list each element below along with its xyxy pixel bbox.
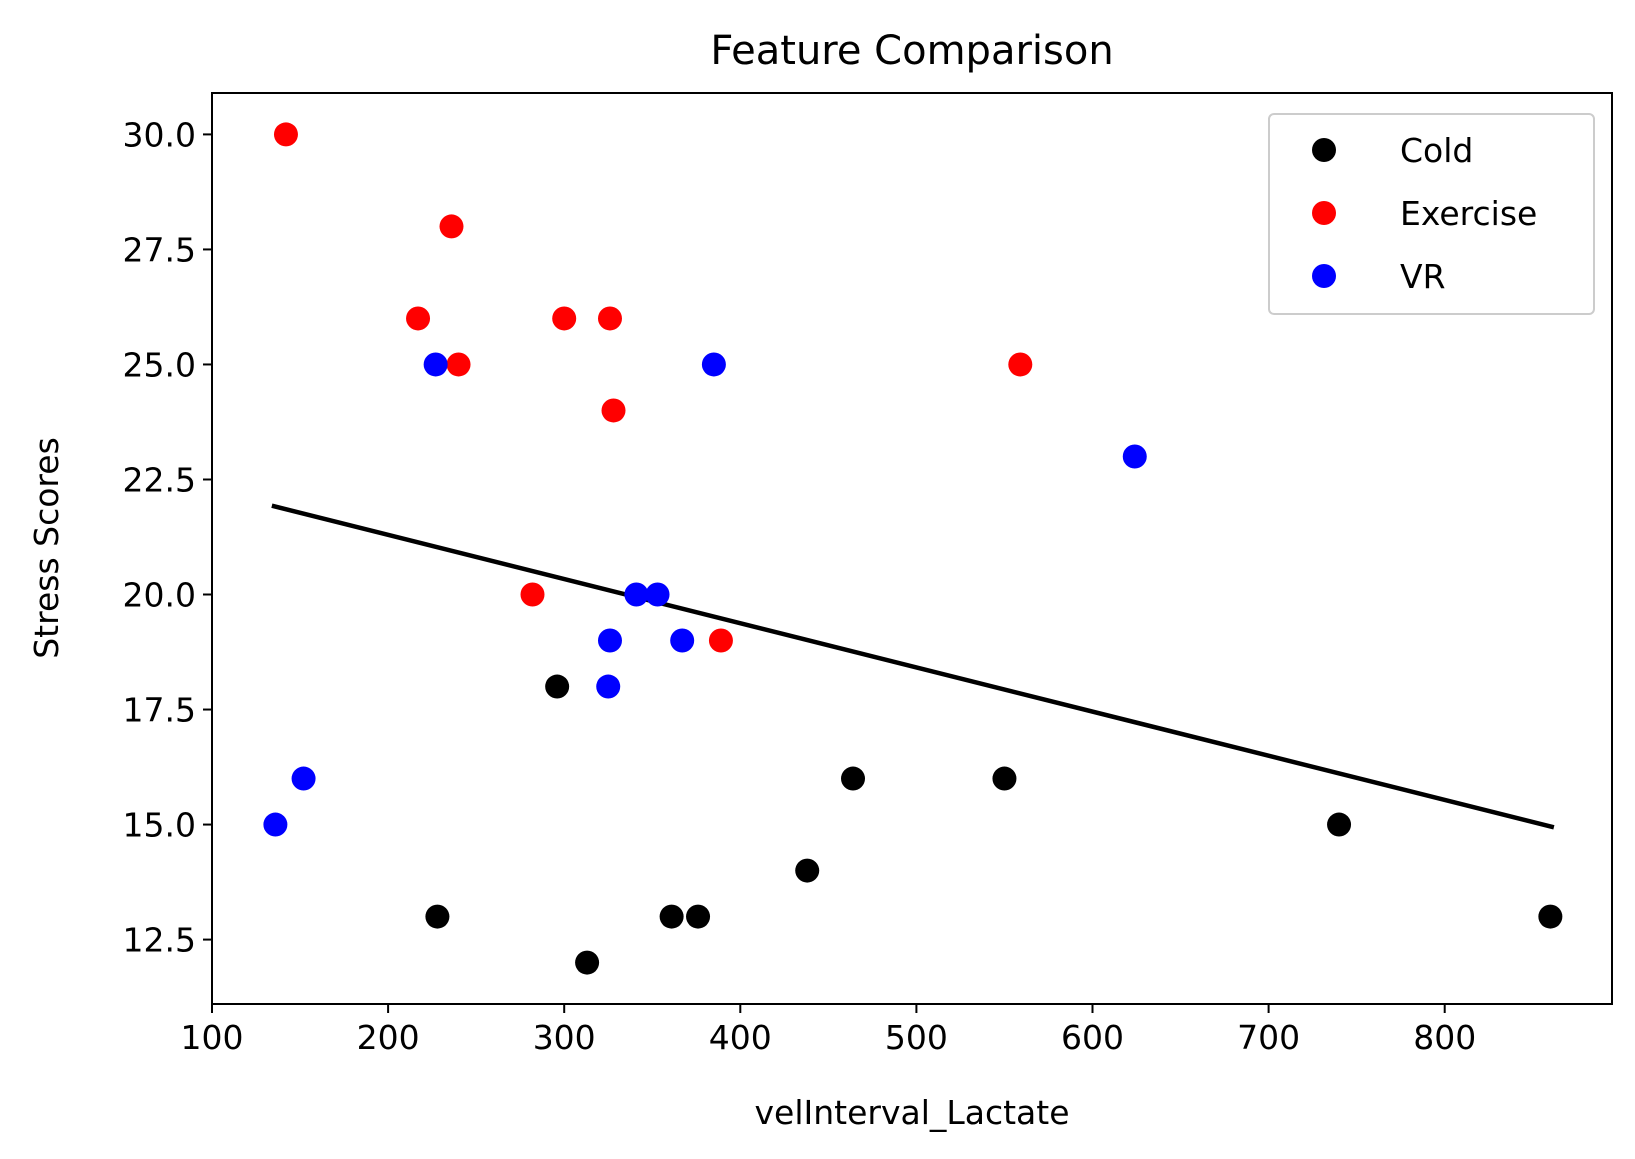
legend: Cold Exercise VR — [1268, 113, 1595, 315]
data-point-exercise — [446, 352, 471, 377]
legend-label-cold: Cold — [1400, 131, 1473, 170]
y-tick-label: 12.5 — [123, 921, 196, 960]
data-point-cold — [1327, 812, 1352, 837]
data-point-exercise — [552, 306, 577, 331]
x-tick-label: 500 — [885, 1018, 948, 1057]
data-point-vr — [263, 812, 288, 837]
data-point-cold — [992, 766, 1017, 791]
data-point-exercise — [601, 398, 626, 423]
data-point-cold — [425, 904, 450, 929]
y-tick-label: 25.0 — [123, 345, 196, 384]
data-point-exercise — [406, 306, 431, 331]
data-point-cold — [686, 904, 711, 929]
data-point-exercise — [1008, 352, 1033, 377]
data-point-vr — [645, 582, 670, 607]
legend-box — [1268, 113, 1595, 315]
data-point-exercise — [439, 214, 464, 239]
legend-marker-vr — [1312, 264, 1336, 288]
data-point-vr — [597, 628, 622, 653]
chart-title: Feature Comparison — [710, 28, 1113, 74]
data-point-vr — [596, 674, 621, 699]
legend-items: Cold Exercise VR — [1312, 131, 1537, 296]
trend-layer — [271, 503, 1555, 830]
data-point-vr — [1122, 444, 1147, 469]
data-point-vr — [701, 352, 726, 377]
data-point-exercise — [597, 306, 622, 331]
data-point-vr — [291, 766, 316, 791]
legend-marker-cold — [1312, 138, 1336, 162]
data-point-vr — [423, 352, 448, 377]
legend-label-exercise: Exercise — [1400, 194, 1537, 233]
y-axis-ticks: 12.5 15.0 17.5 20.0 22.5 25.0 27.5 30.0 — [123, 115, 212, 960]
plot-frame — [211, 92, 1613, 1005]
x-tick-label: 100 — [181, 1018, 244, 1057]
y-tick-label: 22.5 — [123, 460, 196, 499]
x-tick-label: 700 — [1237, 1018, 1300, 1057]
y-tick-label: 27.5 — [123, 230, 196, 269]
x-axis-label: velInterval_Lactate — [754, 1093, 1069, 1132]
plot-area — [211, 92, 1613, 1005]
x-axis-ticks: 100 200 300 400 500 600 700 800 — [181, 1004, 1476, 1057]
trend-line — [271, 503, 1555, 830]
x-tick-label: 300 — [533, 1018, 596, 1057]
data-point-cold — [841, 766, 866, 791]
legend-marker-exercise — [1312, 201, 1336, 225]
data-point-vr — [624, 582, 649, 607]
legend-label-vr: VR — [1400, 257, 1446, 296]
data-point-cold — [1538, 904, 1563, 929]
x-tick-label: 600 — [1061, 1018, 1124, 1057]
x-tick-label: 800 — [1413, 1018, 1476, 1057]
y-axis-label: Stress Scores — [27, 437, 66, 659]
points-layer — [263, 122, 1563, 975]
data-point-cold — [659, 904, 684, 929]
data-point-exercise — [708, 628, 733, 653]
data-point-exercise — [520, 582, 545, 607]
data-point-exercise — [273, 122, 298, 147]
data-point-cold — [575, 950, 600, 975]
data-point-vr — [670, 628, 695, 653]
data-point-cold — [545, 674, 570, 699]
x-tick-label: 200 — [357, 1018, 420, 1057]
y-tick-label: 20.0 — [123, 576, 196, 615]
y-tick-label: 17.5 — [123, 691, 196, 730]
y-tick-label: 30.0 — [123, 115, 196, 154]
data-point-cold — [795, 858, 820, 883]
y-tick-label: 15.0 — [123, 806, 196, 845]
x-tick-label: 400 — [709, 1018, 772, 1057]
